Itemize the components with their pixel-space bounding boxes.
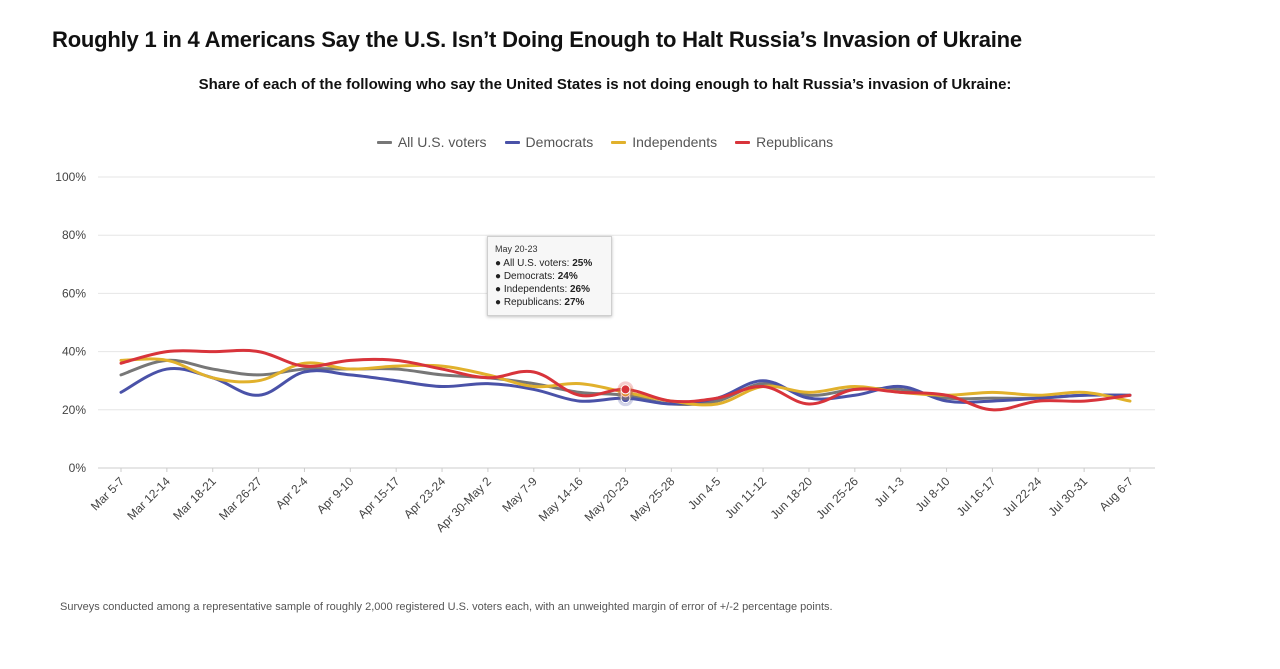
x-tick-label: Mar 18-21 xyxy=(170,474,219,523)
tooltip-value: 25% xyxy=(572,258,593,269)
x-tick-label: May 20-23 xyxy=(582,474,632,524)
x-tick-label: Jul 22-24 xyxy=(1000,474,1045,519)
chart-legend: All U.S. voters Democrats Independents R… xyxy=(0,134,1210,150)
x-tick-label: May 14-16 xyxy=(536,474,586,524)
x-tick-label: Apr 15-17 xyxy=(355,474,402,521)
y-tick-label: 20% xyxy=(62,403,86,417)
data-point-republicans xyxy=(620,384,631,395)
x-tick-label: Mar 12-14 xyxy=(124,474,173,523)
x-tick-label: Jul 1-3 xyxy=(871,474,907,510)
data-tooltip: May 20-23 ● All U.S. voters: 25% ● Democ… xyxy=(487,236,612,316)
x-tick-label: Mar 5-7 xyxy=(88,474,127,513)
chart-title: Roughly 1 in 4 Americans Say the U.S. Is… xyxy=(52,27,1022,52)
x-tick-label: May 7-9 xyxy=(499,474,540,515)
legend-label: All U.S. voters xyxy=(397,134,487,150)
legend-label: Democrats xyxy=(525,134,594,150)
tooltip-label: Independents: xyxy=(503,284,568,295)
legend-swatch xyxy=(735,140,751,144)
x-tick-label: Apr 9-10 xyxy=(314,474,357,517)
tooltip-label: All U.S. voters: xyxy=(503,258,570,269)
x-tick-label: Apr 23-24 xyxy=(401,474,448,521)
x-tick-label: Jun 4-5 xyxy=(685,474,723,512)
x-tick-label: Apr 2-4 xyxy=(273,474,311,512)
legend-swatch xyxy=(504,140,520,144)
legend-item-republicans[interactable]: Republicans xyxy=(735,134,833,150)
tooltip-value: 27% xyxy=(564,297,585,308)
chart-footnote: Surveys conducted among a representative… xyxy=(60,601,833,613)
x-tick-label: May 25-28 xyxy=(627,474,677,524)
legend-label: Republicans xyxy=(756,134,834,150)
tooltip-row: ● Democrats: 24% xyxy=(495,271,578,282)
tooltip-date: May 20-23 xyxy=(495,244,538,254)
legend-swatch xyxy=(376,140,392,144)
legend-label: Independents xyxy=(632,134,718,150)
x-tick-label: Jun 25-26 xyxy=(813,474,861,522)
tooltip-label: Democrats: xyxy=(503,271,555,282)
y-tick-label: 80% xyxy=(62,228,86,242)
tooltip-row: ● Republicans: 27% xyxy=(495,297,585,308)
y-tick-label: 0% xyxy=(69,461,87,475)
tooltip-value: 26% xyxy=(570,284,591,295)
tooltip-row: ● All U.S. voters: 25% xyxy=(495,258,593,269)
y-tick-label: 60% xyxy=(62,286,86,300)
y-tick-label: 100% xyxy=(55,170,86,184)
x-tick-label: Jun 18-20 xyxy=(767,474,815,522)
x-tick-label: Aug 6-7 xyxy=(1097,474,1137,514)
x-tick-label: Mar 26-27 xyxy=(216,474,265,523)
legend-item-independents[interactable]: Independents xyxy=(611,134,717,150)
legend-item-democrats[interactable]: Democrats xyxy=(504,134,594,150)
y-tick-label: 40% xyxy=(62,345,86,359)
legend-item-all-voters[interactable]: All U.S. voters xyxy=(376,134,487,150)
tooltip-row: ● Independents: 26% xyxy=(495,284,591,295)
chart-subtitle: Share of each of the following who say t… xyxy=(198,76,1012,93)
x-tick-label: Jul 30-31 xyxy=(1045,474,1090,519)
tooltip-label: Republicans: xyxy=(503,297,562,308)
legend-swatch xyxy=(611,140,627,144)
x-tick-label: Jul 16-17 xyxy=(954,474,999,519)
x-tick-label: Jun 11-12 xyxy=(722,474,769,521)
tooltip-value: 24% xyxy=(557,271,578,282)
x-tick-label: Jul 8-10 xyxy=(913,474,953,514)
